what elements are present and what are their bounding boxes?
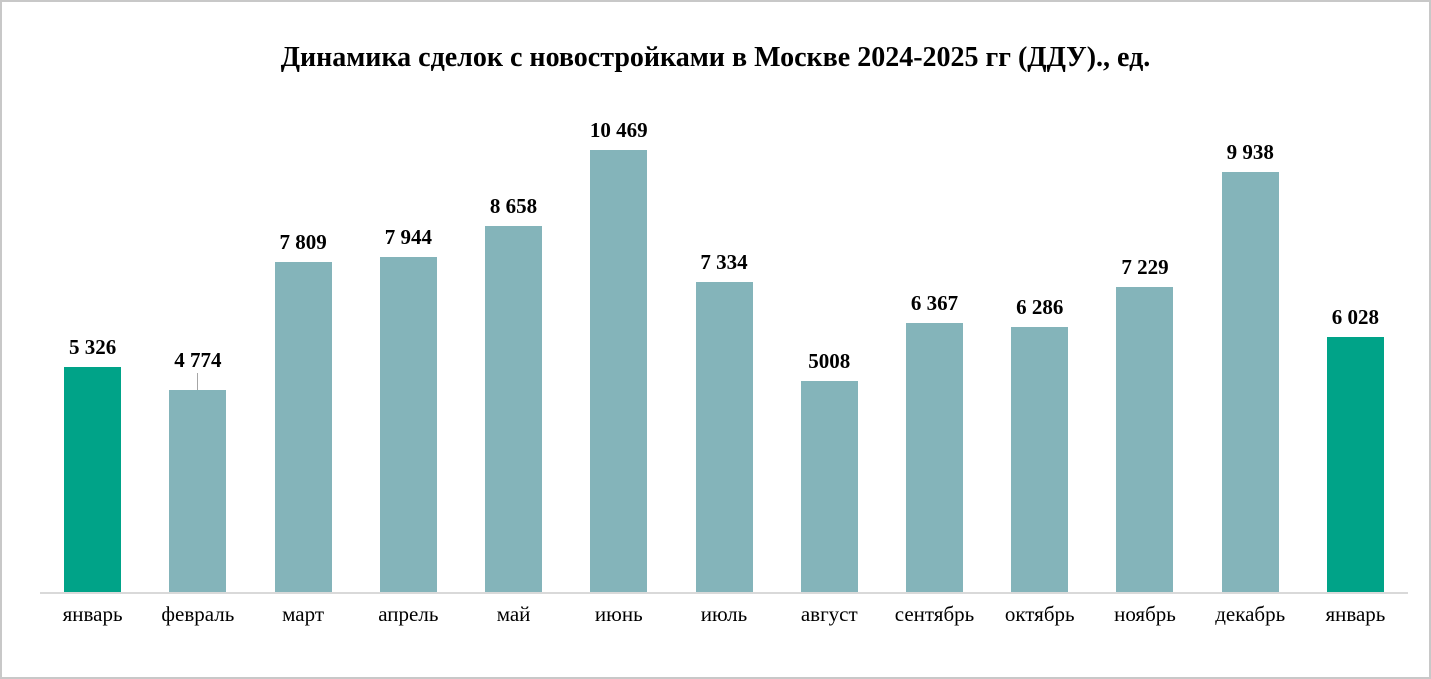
x-axis-label: февраль: [161, 602, 235, 626]
bar-value-label: 5008: [808, 349, 851, 373]
bar[interactable]: [590, 150, 648, 592]
x-axis-label: май: [496, 602, 531, 626]
bar[interactable]: [905, 323, 963, 592]
label-leader-line: [197, 373, 199, 390]
bar-value-label: 7 229: [1121, 255, 1169, 279]
bar-group: 5 326: [40, 337, 145, 592]
x-axis-label: октябрь: [1004, 602, 1075, 626]
x-axis-label: ноябрь: [1114, 602, 1176, 626]
x-axis-label: декабрь: [1215, 602, 1286, 626]
bar[interactable]: [800, 381, 858, 592]
bar-group: 10 469: [566, 120, 671, 592]
bar-value-label: 6 367: [910, 291, 959, 315]
bar-value-label: 6 286: [1016, 295, 1064, 319]
x-axis-label: август: [800, 602, 858, 626]
bar[interactable]: [485, 226, 543, 592]
chart-title: Динамика сделок с новостройками в Москве…: [280, 42, 1151, 73]
bars-row: 5 326 4 774 7 809 7 944 8 658 10 469 7 334 5008…: [40, 74, 1408, 592]
x-axis-label: апрель: [378, 602, 439, 626]
x-axis-label: сентябрь: [894, 602, 975, 626]
bar-group: 9 938: [1198, 142, 1303, 592]
bar-value-label: 5 326: [68, 335, 117, 359]
bar-value-label: 7 809: [279, 230, 327, 254]
bar-group: 8 658: [461, 196, 566, 592]
x-axis-label: март: [282, 602, 325, 626]
bar[interactable]: [274, 262, 332, 592]
bar[interactable]: [1116, 287, 1174, 592]
bar[interactable]: [64, 367, 122, 592]
bar-value-label: 7 334: [700, 250, 748, 274]
bar[interactable]: [379, 257, 437, 592]
bar-group: 6 286: [987, 297, 1092, 592]
x-axis-label: январь: [1325, 602, 1386, 626]
bar-group: 7 809: [250, 232, 355, 592]
bar-group: 4 774: [145, 350, 250, 592]
bar-value-label: 4 774: [174, 348, 222, 372]
bar-group: 6 028: [1303, 307, 1408, 592]
bar-value-label: 9 938: [1226, 140, 1274, 164]
bar[interactable]: [1326, 337, 1384, 592]
bar-value-label: 7 944: [384, 225, 432, 249]
x-axis-label: июнь: [594, 602, 643, 626]
bar-group: 7 944: [356, 227, 461, 592]
x-axis-label: январь: [62, 602, 123, 626]
bar-group: 7 334: [671, 252, 776, 592]
bar[interactable]: [1011, 327, 1069, 592]
bar-value-label: 10 469: [589, 118, 648, 142]
plot-area: 5 326 4 774 7 809 7 944 8 658 10 469 7 334 5008…: [40, 74, 1408, 627]
bar-value-label: 6 028: [1331, 305, 1380, 329]
bar[interactable]: [695, 282, 753, 592]
bar-group: 6 367: [882, 293, 987, 592]
bar-group: 7 229: [1092, 257, 1197, 592]
x-axis-labels-row: январь февраль март апрель май июнь июль август…: [40, 602, 1408, 627]
bar-group: 5008: [777, 351, 882, 592]
bar[interactable]: [1221, 172, 1279, 592]
x-axis-label: июль: [700, 602, 748, 626]
x-axis-line: [40, 592, 1408, 594]
bar-value-label: 8 658: [489, 194, 538, 218]
bar[interactable]: [169, 390, 227, 592]
